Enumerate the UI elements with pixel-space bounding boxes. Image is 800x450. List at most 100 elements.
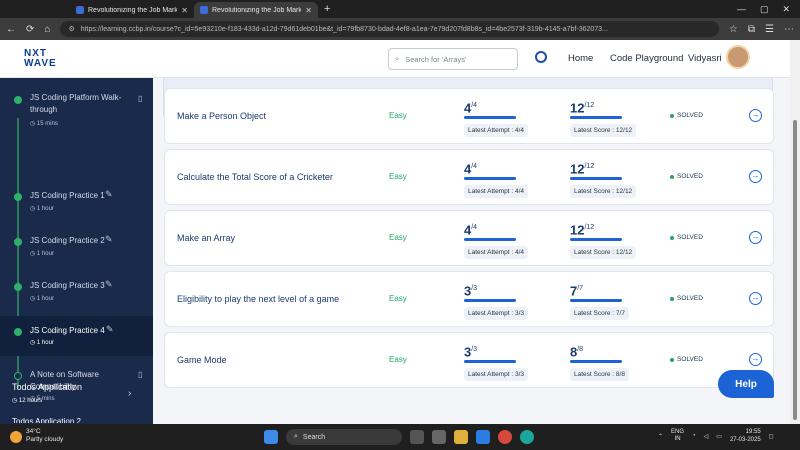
temperature: 34°C [26,428,41,435]
system-tray: ⌃ ENG IN ◔ ◁ ▭ 19:55 27-03-2025 ◻ [658,428,774,444]
edge-icon[interactable] [520,430,534,444]
taskbar-search[interactable]: ⌕ Search [286,429,402,445]
attempt-total: /4 [471,163,478,170]
windows-taskbar: 34°C Partly cloudy ⌕ Search ⌃ ENG IN ◔ ◁ … [0,424,800,450]
score-progress-bar [570,177,622,181]
open-arrow-icon[interactable]: → [749,231,762,244]
favorites-icon[interactable]: ☰ [765,23,774,35]
sidebar-item-walkthrough[interactable]: JS Coding Platform Walk-through ◷ 15 min… [0,78,153,133]
attempt-value: 3 [464,344,472,360]
browser-tab-active[interactable]: Revolutionizing the Job Market | N ✕ [194,2,318,18]
question-title[interactable]: Eligibility to play the next level of a … [177,294,340,304]
weather-text: Partly cloudy [26,436,64,443]
completed-dot-icon [14,328,22,336]
close-icon[interactable]: ✕ [181,5,188,15]
incomplete-dot-icon [14,372,22,380]
minimize-icon[interactable]: — [736,3,746,14]
language-indicator[interactable]: ENG IN [671,429,684,443]
windows-start-icon[interactable] [264,430,278,444]
extensions-icon[interactable]: ⧉ [747,23,756,35]
latest-score-label: Latest Score : 12/12 [570,124,637,138]
nav-code-playground[interactable]: Code Playground [610,53,684,64]
more-menu-icon[interactable]: ⋯ [784,23,794,35]
back-icon[interactable]: ← [6,23,16,35]
sidebar-item-label: A Note on Software Compatibility [30,370,99,391]
difficulty-badge: Easy [389,355,407,364]
question-card[interactable]: Make an Array Easy 4/4 Latest Attempt : … [164,210,774,266]
battery-icon[interactable]: ▭ [716,433,722,440]
question-title[interactable]: Make an Array [177,233,236,243]
partly-cloudy-icon [10,431,22,443]
score-progress-bar [570,360,622,364]
score-progress-bar [570,116,622,120]
sidebar-item-practice-4[interactable]: JS Coding Practice 4 ✎ ◷ 1 hour [0,316,153,356]
status-dot-icon [670,174,674,179]
browser-tab[interactable]: Revolutionizing the Job Market | N ✕ [70,2,194,18]
question-title[interactable]: Calculate the Total Score of a Cricketer [177,172,333,182]
attempt-total: /3 [471,346,478,353]
tab-title: Revolutionizing the Job Market | N [212,6,302,14]
open-arrow-icon[interactable]: → [749,353,762,366]
score-value: 12 [570,222,585,238]
site-info-icon[interactable]: ⚙ [68,26,75,33]
attempt-progress-bar [464,299,516,303]
favorite-star-icon[interactable]: ☆ [728,23,738,35]
file-explorer-icon[interactable] [454,430,468,444]
page-scrollbar[interactable] [790,40,800,424]
open-arrow-icon[interactable]: → [749,109,762,122]
completed-dot-icon [14,283,22,291]
close-icon[interactable]: ✕ [305,5,312,15]
question-card[interactable]: Eligibility to play the next level of a … [164,271,774,327]
pencil-icon: ✎ [105,279,113,289]
sidebar-item-practice-3[interactable]: JS Coding Practice 3 ✎ ◷ 1 hour [0,268,153,308]
logo-line1: NXT [24,47,47,59]
open-arrow-icon[interactable]: → [749,170,762,183]
new-tab-icon[interactable]: + [324,3,331,15]
sidebar-item-practice-2[interactable]: JS Coding Practice 2 ✎ ◷ 1 hour [0,223,153,263]
help-button[interactable]: Help [718,370,774,398]
weather-widget[interactable]: 34°C Partly cloudy [10,428,63,444]
url-field[interactable]: ⚙ https://learning.ccbp.in/course?c_id=5… [60,21,719,37]
username[interactable]: Vidyasri [688,53,722,64]
question-card[interactable]: Make a Person Object Easy 4/4 Latest Att… [164,88,774,144]
outlook-icon[interactable] [476,430,490,444]
book-icon: ▯ [138,370,143,379]
search-input[interactable]: ⌕ Search for 'Arrays' [388,48,518,70]
clock[interactable]: 19:55 27-03-2025 [730,428,761,444]
status-badge: SOLVED [670,234,703,241]
reload-icon[interactable]: ⟳ [26,23,35,35]
status-dot-icon [670,113,674,118]
sidebar-item-practice-1[interactable]: JS Coding Practice 1 ✎ ◷ 1 hour [0,178,153,218]
question-title[interactable]: Make a Person Object [177,111,267,121]
pencil-icon: ✎ [105,189,113,199]
score-progress-bar [570,299,622,303]
stopwatch-icon[interactable] [535,51,547,63]
sidebar-item-software-note[interactable]: A Note on Software Compatibility ▯ ◷ 5 m… [0,360,153,410]
task-view-icon[interactable] [410,430,424,444]
chrome-icon[interactable] [498,430,512,444]
avatar[interactable] [726,45,750,69]
open-arrow-icon[interactable]: → [749,292,762,305]
score-total: /12 [584,224,595,231]
question-title[interactable]: Game Mode [177,355,227,365]
attempt-progress-bar [464,238,516,242]
home-icon[interactable]: ⌂ [44,23,51,35]
close-window-icon[interactable]: ✕ [782,3,790,14]
score-value: 12 [570,100,585,116]
maximize-icon[interactable]: ▢ [759,3,769,14]
difficulty-badge: Easy [389,172,407,181]
nxtwave-logo[interactable]: NXT WAVE [24,47,57,69]
volume-icon[interactable]: ◁ [703,433,709,440]
question-card[interactable]: Game Mode Easy 3/3 Latest Attempt : 3/3 … [164,332,774,388]
widgets-icon[interactable] [432,430,446,444]
notifications-icon[interactable]: ◻ [768,433,774,440]
score-metric: 12/12 Latest Score : 12/12 [570,99,637,138]
question-card[interactable]: Calculate the Total Score of a Cricketer… [164,149,774,205]
scrollbar-thumb[interactable] [793,120,797,420]
latest-attempt-label: Latest Attempt : 3/3 [464,307,529,321]
score-metric: 12/12 Latest Score : 12/12 [570,160,637,199]
sidebar-item-time: ◷ 5 mins [30,396,55,402]
show-hidden-icons-icon[interactable]: ⌃ [658,433,664,440]
nav-home[interactable]: Home [568,53,594,64]
wifi-icon[interactable]: ◔ [692,433,696,439]
